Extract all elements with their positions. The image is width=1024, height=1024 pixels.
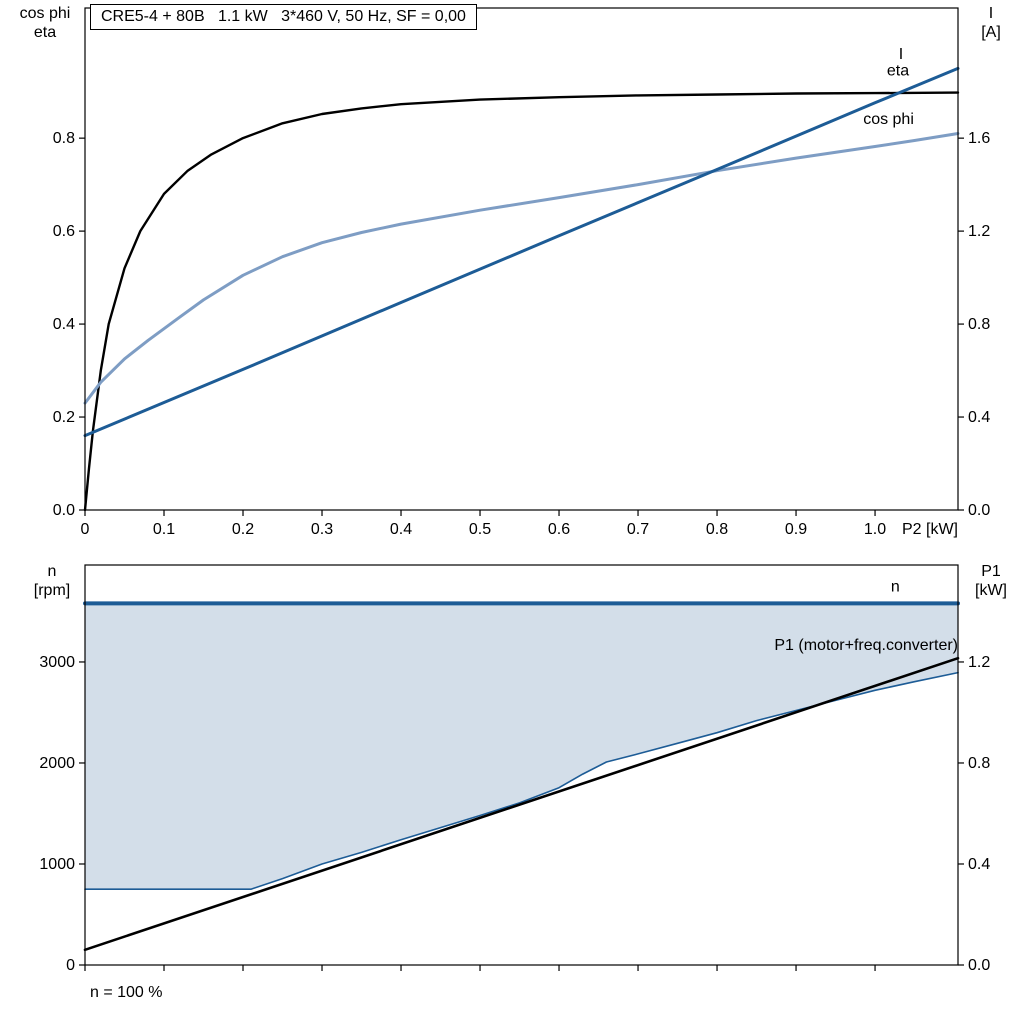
x-tick-label: 0.8 — [706, 521, 728, 538]
plot-border-motor-performance — [84, 7, 959, 511]
x-tick-label: 0.6 — [548, 521, 570, 538]
left-tick-label: 0.8 — [53, 130, 75, 147]
x-tick-label: 0.5 — [469, 521, 491, 538]
x-tick-label: 0.4 — [390, 521, 412, 538]
curve-label-P1: P1 (motor+freq.converter) — [774, 637, 958, 654]
right-tick-label: 0.4 — [968, 856, 990, 873]
right-tick-label: 0.0 — [968, 957, 990, 974]
axis-label-p1: P1 — [981, 563, 1001, 580]
x-axis-end-label: P2 [kW] — [902, 521, 958, 538]
right-tick-label: 0.4 — [968, 409, 990, 426]
curve-label-n: n — [891, 578, 900, 595]
axis-label-current-unit: [A] — [981, 24, 1001, 41]
top-chart-left-axis-label: cos phi eta — [8, 4, 82, 42]
curve-label-eta: eta — [887, 62, 909, 79]
curve-label-I: I — [899, 46, 903, 63]
right-tick-label: 0.8 — [968, 316, 990, 333]
x-tick-label: 0.7 — [627, 521, 649, 538]
left-tick-label: 0.2 — [53, 409, 75, 426]
plot-border-speed-and-input-power — [84, 564, 959, 966]
x-tick-label: 1.0 — [864, 521, 886, 538]
axis-label-speed: n — [47, 563, 57, 580]
axis-label-current: I — [988, 5, 994, 22]
left-tick-label: 0.4 — [53, 316, 75, 333]
axis-label-speed-unit: [rpm] — [33, 582, 71, 599]
left-tick-label: 0.0 — [53, 502, 75, 519]
right-tick-label: 0.8 — [968, 755, 990, 772]
bottom-chart-right-axis-label: P1 [kW] — [964, 562, 1018, 600]
left-tick-label: 2000 — [39, 755, 75, 772]
x-tick-label: 0.2 — [232, 521, 254, 538]
right-tick-label: 0.0 — [968, 502, 990, 519]
axis-label-cos-phi: cos phi — [19, 5, 71, 22]
chart-title-box: CRE5-4 + 80B 1.1 kW 3*460 V, 50 Hz, SF =… — [90, 4, 477, 30]
x-tick-label: 0.3 — [311, 521, 333, 538]
x-tick-label: 0.1 — [153, 521, 175, 538]
curve-label-cos-phi: cos phi — [863, 111, 914, 128]
x-tick-label: 0.9 — [785, 521, 807, 538]
bottom-chart-left-axis-label: n [rpm] — [22, 562, 82, 600]
series-P1 — [83, 656, 960, 952]
series-cos-phi — [83, 132, 960, 405]
series-eta — [83, 91, 960, 512]
left-tick-label: 0.6 — [53, 223, 75, 240]
axis-label-p1-unit: [kW] — [975, 582, 1007, 599]
right-tick-label: 1.2 — [968, 223, 990, 240]
left-tick-label: 1000 — [39, 856, 75, 873]
left-tick-label: 3000 — [39, 654, 75, 671]
top-chart-right-axis-label: I [A] — [968, 4, 1014, 42]
x-tick-label: 0 — [81, 521, 90, 538]
axis-label-eta: eta — [33, 24, 57, 41]
right-tick-label: 1.6 — [968, 130, 990, 147]
series-I — [83, 66, 960, 438]
right-tick-label: 1.2 — [968, 654, 990, 671]
left-tick-label: 0 — [66, 957, 75, 974]
speed-percentage-note: n = 100 % — [90, 984, 163, 1001]
band-speed-range — [85, 603, 958, 890]
